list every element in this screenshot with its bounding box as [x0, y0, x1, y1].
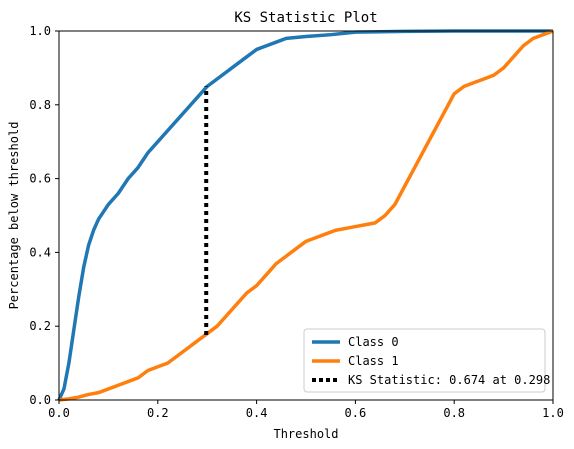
- x-tick-label: 0.8: [443, 406, 465, 420]
- legend-box: [303, 328, 546, 393]
- x-axis-label: Threshold: [273, 427, 338, 441]
- x-tick-label: 1.0: [542, 406, 564, 420]
- y-tick-label: 0.6: [29, 172, 51, 186]
- series-line-2: [58, 29, 554, 402]
- legend-entry: Class 0: [348, 335, 399, 349]
- legend: Class 0 Class 1 KS Statistic: 0.674 at 0.2…: [303, 328, 550, 393]
- y-tick-label: 0.0: [29, 393, 51, 407]
- axes: 0.0 0.2 0.4 0.6 0.8 1.0 0.0 0.2 0.4 0.6 0.8 1.0: [29, 24, 564, 420]
- y-tick-label: 0.4: [29, 245, 51, 259]
- legend-entry: Class 1: [348, 354, 399, 368]
- y-tick-label: 0.8: [29, 98, 51, 112]
- axes-frame: [58, 30, 554, 401]
- y-tick-label: 0.2: [29, 319, 51, 333]
- x-tick-label: 0.2: [147, 406, 169, 420]
- chart-title: KS Statistic Plot: [234, 10, 377, 26]
- legend-entry: KS Statistic: 0.674 at 0.298: [348, 373, 550, 387]
- x-tick-label: 0.6: [345, 406, 367, 420]
- y-tick-label: 1.0: [29, 24, 51, 38]
- x-tick-label: 0.4: [246, 406, 268, 420]
- plot-area: [57, 29, 554, 402]
- x-tick-label: 0.0: [48, 406, 70, 420]
- y-axis-label: Percentage below threshold: [7, 122, 21, 310]
- series-line-1: [57, 29, 553, 401]
